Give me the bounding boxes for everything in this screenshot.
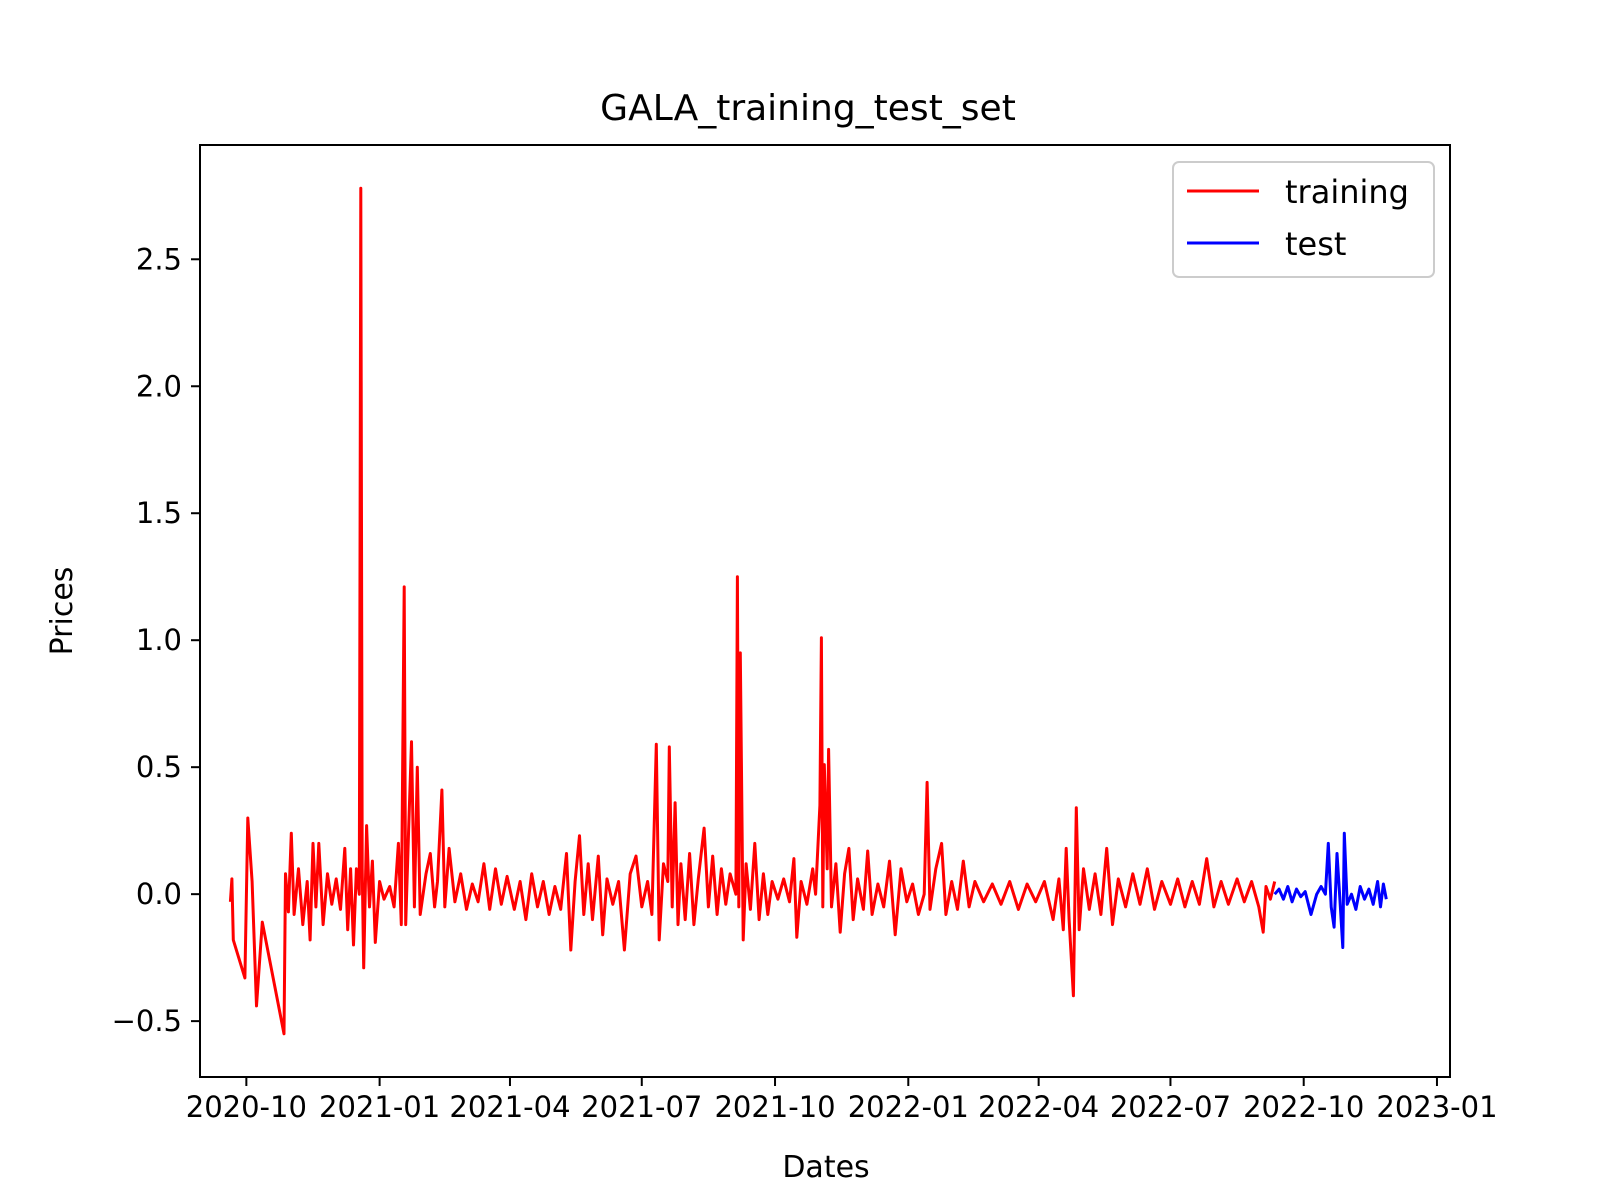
y-axis: −0.5 0.0 0.5 1.0 1.5 2.0 2.5 [112,242,200,1038]
y-tick-label: 2.5 [136,242,182,276]
legend-label-test: test [1285,225,1346,263]
x-tick-label: 2021-07 [581,1090,702,1124]
x-axis: 2020-10 2021-01 2021-04 2021-07 2021-10 2022-… [186,1077,1498,1124]
x-tick-label: 2021-10 [714,1090,835,1124]
x-tick-label: 2020-10 [186,1090,307,1124]
x-tick-label: 2022-07 [1110,1090,1231,1124]
chart-title: GALA_training_test_set [600,88,1016,129]
axes-frame [199,144,1451,1078]
x-tick-label: 2021-04 [449,1090,570,1124]
y-tick-label: 1.0 [136,623,182,657]
legend: training test [1172,161,1435,278]
y-tick-label: 0.5 [136,750,182,784]
x-tick-label: 2022-01 [848,1090,969,1124]
legend-label-training: training [1285,173,1409,211]
y-tick-label: 1.5 [136,496,182,530]
y-tick-label: 2.0 [136,369,182,403]
x-tick-label: 2022-10 [1243,1090,1364,1124]
plot-area [228,186,1388,1036]
x-tick-label: 2022-04 [978,1090,1099,1124]
x-tick-label: 2021-01 [319,1090,440,1124]
x-axis-label: Dates [782,1150,869,1185]
y-axis-label: Prices [45,567,80,656]
series-line-training [228,186,1277,1036]
x-tick-label: 2023-01 [1376,1090,1497,1124]
y-tick-label: −0.5 [112,1004,182,1038]
y-tick-label: 0.0 [136,877,182,911]
series-line-test [1273,831,1388,949]
